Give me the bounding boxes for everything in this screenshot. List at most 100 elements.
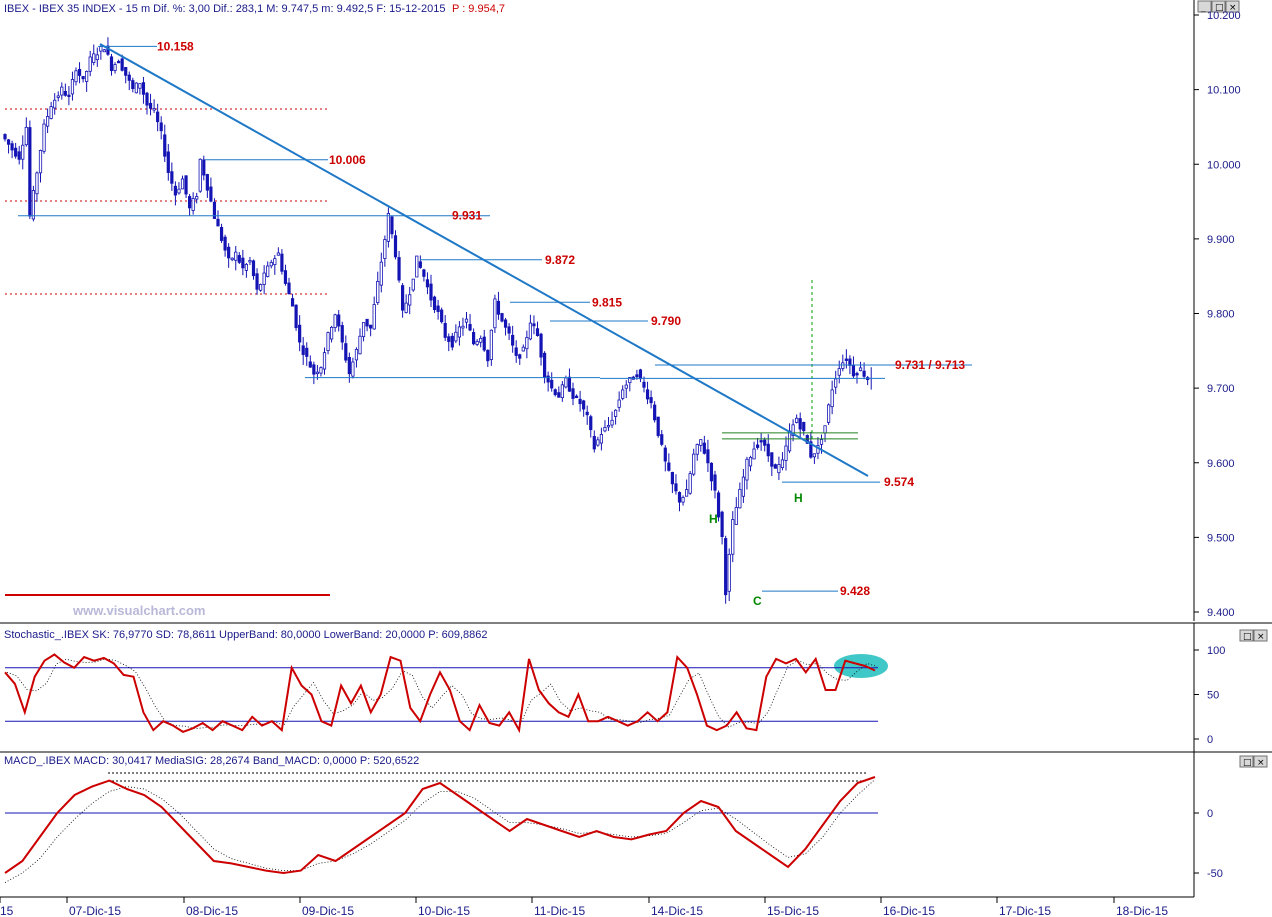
candle-body: [3, 134, 7, 140]
candle-body: [42, 123, 46, 152]
stochastic-sk-line: [4, 653, 876, 734]
candle-body: [120, 58, 124, 71]
stochastic-highlight-ellipse: [834, 654, 888, 678]
candle-body: [851, 365, 856, 377]
date-tick-label: 08-Dic-15: [186, 904, 238, 917]
candle-body: [67, 94, 71, 97]
candle-body: [276, 252, 280, 256]
candle-body: [716, 492, 721, 518]
candle-body: [787, 430, 792, 452]
candle-body: [514, 347, 518, 356]
candle-body: [347, 357, 351, 375]
candle-body: [585, 411, 589, 416]
candle-body: [273, 258, 277, 266]
close-icon-glyph: ×: [1257, 632, 1265, 642]
candle-body: [447, 336, 451, 342]
price-tick-label: 9.700: [1207, 383, 1235, 395]
candle-body: [805, 435, 809, 444]
downtrend-line: [99, 43, 869, 477]
candle-body: [95, 54, 99, 60]
candle-body: [592, 436, 596, 450]
candle-body: [244, 263, 248, 271]
level-label: 10.158: [157, 39, 194, 53]
candle-body: [351, 361, 355, 377]
date-tick-label: 15-Dic-15: [767, 904, 819, 917]
candle-body: [266, 265, 270, 277]
candle-body: [642, 381, 646, 388]
candle-body: [212, 201, 217, 219]
candle-body: [209, 186, 213, 202]
window-buttons-stochastic: □ ×: [1239, 629, 1268, 642]
candle-body: [628, 377, 632, 384]
candle-body: [848, 358, 852, 366]
candle-body: [180, 178, 185, 190]
candle-body: [415, 255, 419, 278]
date-tick-label: 14-Dic-15: [651, 904, 703, 917]
candle-body: [393, 235, 398, 258]
close-icon[interactable]: [1253, 629, 1268, 642]
candle-body: [219, 227, 224, 241]
candle-body: [614, 409, 618, 417]
candle-body: [195, 196, 199, 200]
candle-body: [390, 216, 394, 235]
candle-body: [837, 368, 841, 376]
candle-body: [546, 375, 550, 383]
candle-body: [763, 439, 767, 446]
candle-body: [56, 95, 60, 98]
candle-body: [525, 337, 529, 350]
candle-body: [305, 347, 309, 357]
candle-body: [234, 251, 238, 261]
candle-body: [773, 464, 777, 469]
candle-body: [688, 473, 692, 494]
candle-body: [713, 474, 717, 491]
candle-body: [166, 151, 170, 173]
candle-body: [376, 281, 380, 303]
pattern-labels: H H C: [709, 491, 803, 608]
candle-body: [692, 453, 696, 475]
candle-body: [596, 439, 600, 446]
candle-body: [454, 331, 458, 342]
candle-body: [461, 325, 465, 329]
candle-body: [734, 507, 738, 525]
candle-body: [496, 300, 501, 315]
candle-body: [329, 326, 334, 340]
close-icon[interactable]: [1253, 755, 1268, 768]
candle-body: [440, 309, 444, 323]
candle-body: [471, 331, 476, 345]
candle-body: [699, 439, 703, 446]
candle-body: [63, 90, 67, 96]
candle-body: [539, 333, 543, 358]
candle-body: [141, 82, 146, 95]
candle-body: [731, 519, 735, 555]
candle-body: [812, 453, 817, 458]
date-axis: 15 07-Dic-15 08-Dic-15 09-Dic-15 10-Dic-15 11…: [0, 896, 1194, 917]
price-tick-label: 10.000: [1207, 159, 1241, 171]
candle-body: [10, 143, 14, 151]
maximize-icon[interactable]: [1239, 629, 1254, 642]
candle-body: [326, 332, 330, 352]
candle-body: [159, 122, 163, 132]
candle-body: [677, 492, 682, 503]
candle-body: [578, 398, 582, 405]
candle-body: [99, 46, 103, 52]
candle-body: [468, 323, 472, 331]
candle-body: [535, 328, 540, 337]
candle-body: [138, 83, 142, 89]
candle-body: [152, 108, 156, 111]
candle-body: [493, 298, 497, 329]
maximize-icon[interactable]: [1211, 0, 1226, 13]
candle-body: [386, 213, 391, 242]
candle-body: [553, 389, 557, 396]
candle-body: [521, 346, 525, 352]
close-icon[interactable]: [1225, 0, 1240, 13]
candle-body: [550, 379, 554, 389]
minimize-icon[interactable]: [1197, 0, 1212, 13]
price-pane-bg: [0, 0, 1194, 621]
candle-body: [819, 439, 824, 445]
candle-body: [475, 341, 479, 345]
level-label: 9.790: [651, 314, 681, 328]
candle-body: [809, 441, 813, 458]
candle-body: [621, 389, 625, 399]
candle-body: [290, 298, 295, 307]
maximize-icon[interactable]: [1239, 755, 1254, 768]
